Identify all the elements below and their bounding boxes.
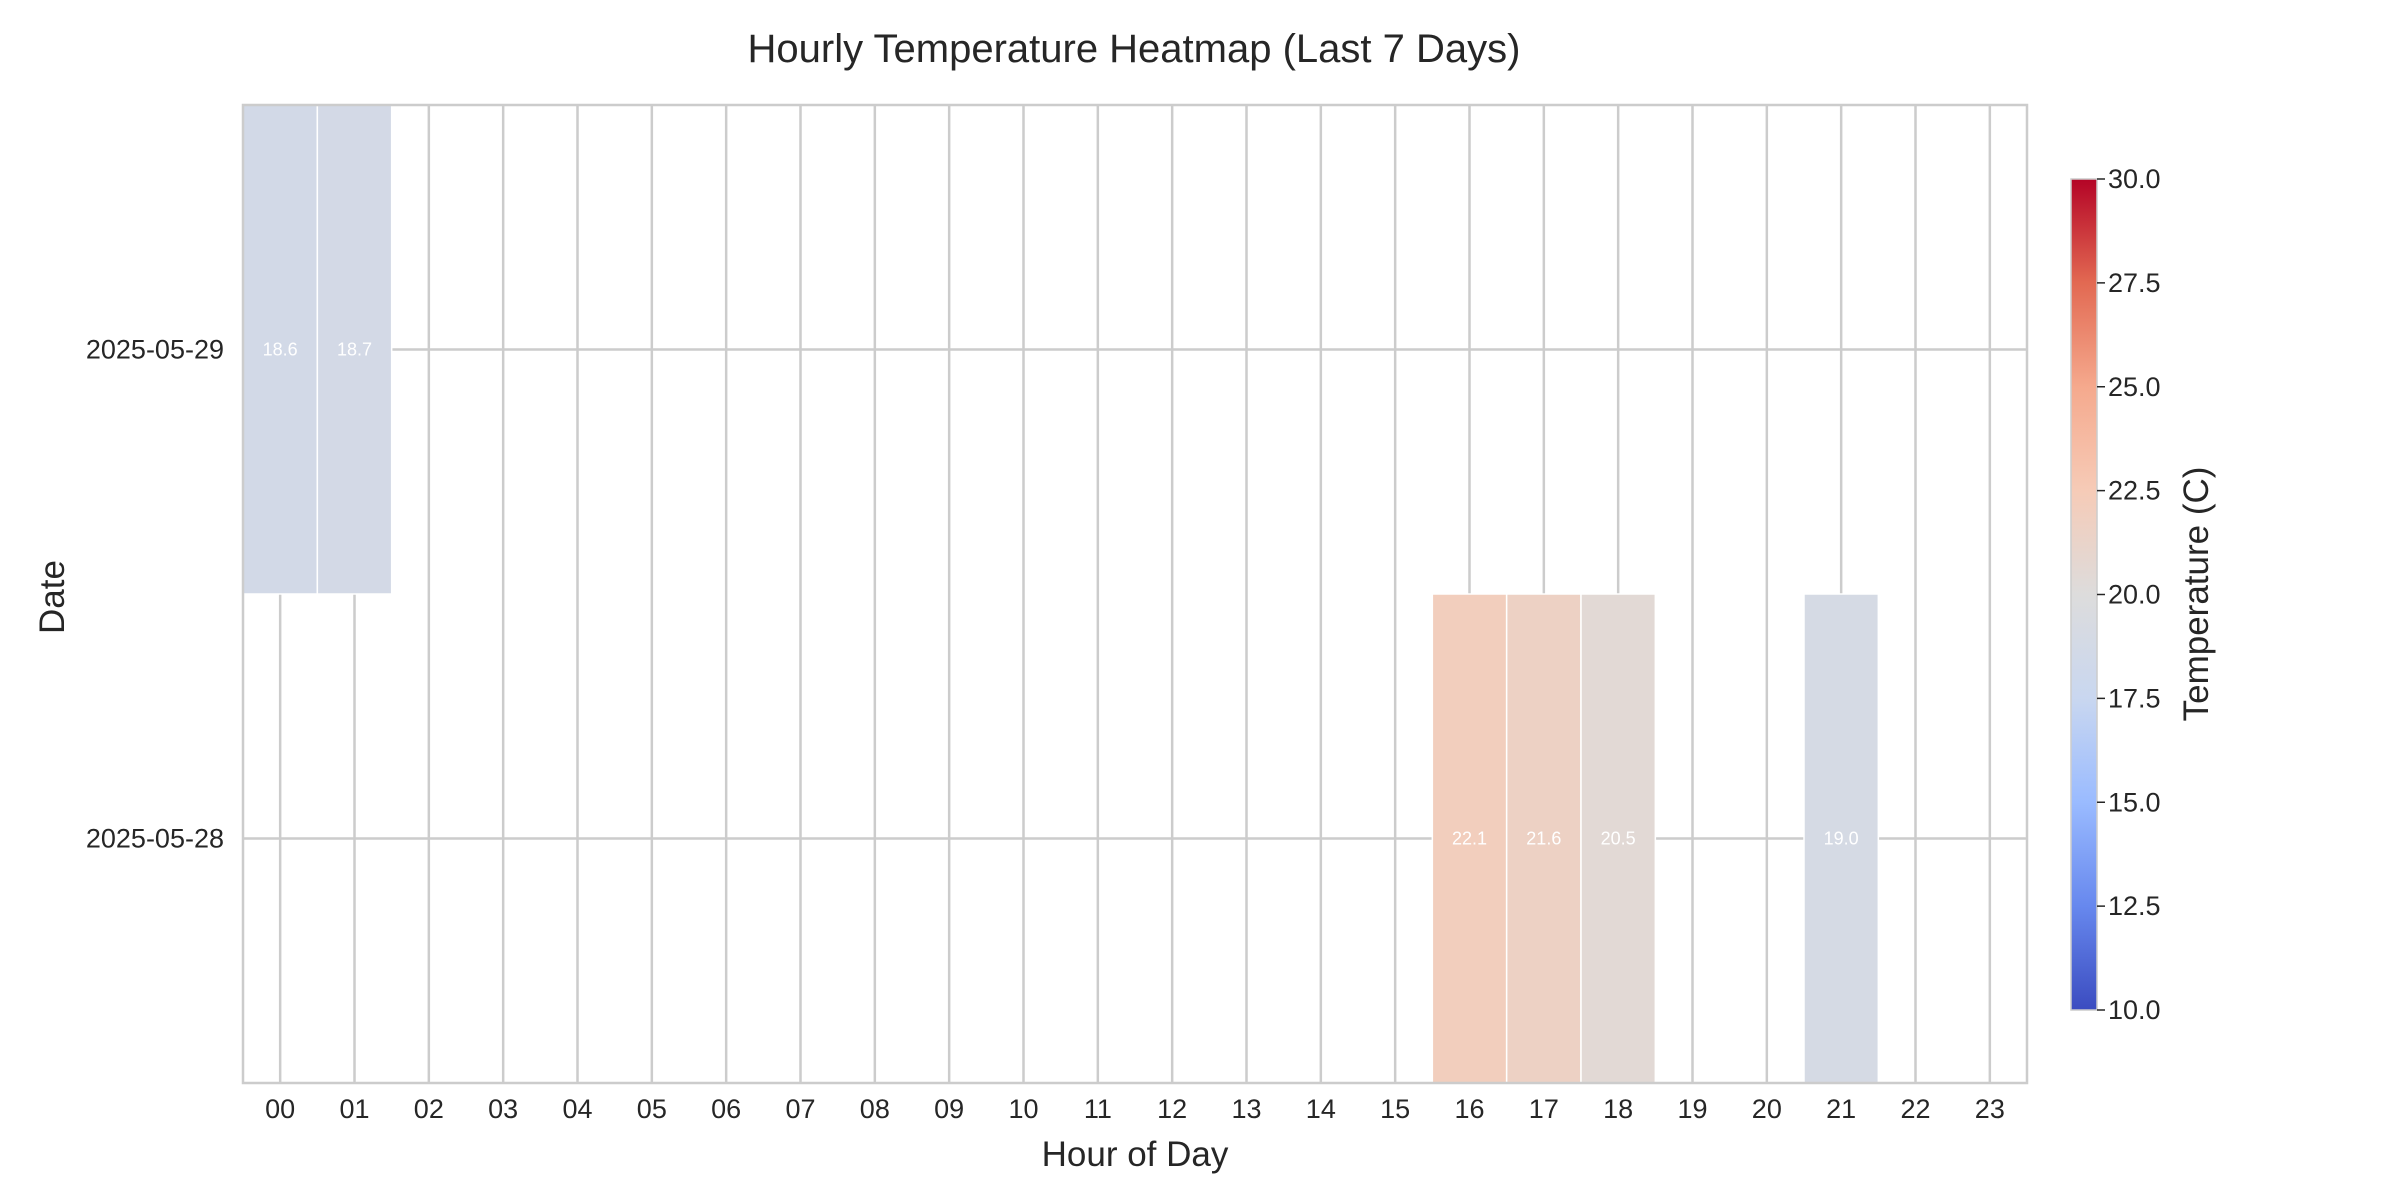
- x-tick-label: 18: [1603, 1094, 1633, 1124]
- cell-value-label: 19.0: [1824, 829, 1859, 849]
- x-tick-label: 12: [1157, 1094, 1187, 1124]
- colorbar-tick-label: 30.0: [2108, 164, 2161, 194]
- heatmap-cells: 18.6 18.7 22.1 21.6 20.5 19.0: [242, 104, 1880, 1084]
- x-tick-label: 00: [265, 1094, 295, 1124]
- x-tick-label: 20: [1752, 1094, 1782, 1124]
- x-tick-label: 17: [1529, 1094, 1559, 1124]
- x-tick-label: 21: [1826, 1094, 1856, 1124]
- y-tick-label: 2025-05-29: [86, 335, 224, 365]
- x-tick-label: 08: [860, 1094, 890, 1124]
- x-tick-label: 09: [934, 1094, 964, 1124]
- x-tick-label: 01: [339, 1094, 369, 1124]
- cell-value-label: 18.7: [337, 340, 372, 360]
- colorbar-tick-label: 10.0: [2108, 995, 2161, 1025]
- y-tick-labels: 2025-05-29 2025-05-28: [86, 335, 224, 854]
- x-tick-label: 19: [1677, 1094, 1707, 1124]
- y-axis-label: Date: [33, 560, 72, 634]
- x-tick-label: 16: [1454, 1094, 1484, 1124]
- colorbar: 10.0 12.5 15.0 17.5 20.0 22.5 25.0 27.5 30.0 Tem…: [2070, 164, 2216, 1025]
- x-axis-label: Hour of Day: [1042, 1135, 1229, 1174]
- plot-frame: [241, 103, 2029, 1085]
- heatmap-cell: [316, 104, 393, 595]
- cell-value-label: 20.5: [1601, 829, 1636, 849]
- cell-value-label: 22.1: [1452, 829, 1487, 849]
- colorbar-tick-label: 20.0: [2108, 580, 2161, 610]
- heatmap-cell: [1505, 593, 1582, 1084]
- colorbar-tick-label: 15.0: [2108, 787, 2161, 817]
- heatmap-cell: [242, 104, 319, 595]
- colorbar-tick-label: 17.5: [2108, 683, 2161, 713]
- cell-value-label: 21.6: [1526, 829, 1561, 849]
- y-tick-label: 2025-05-28: [86, 824, 224, 854]
- colorbar-tick-label: 25.0: [2108, 372, 2161, 402]
- colorbar-tick-label: 22.5: [2108, 476, 2161, 506]
- colorbar-tick-label: 12.5: [2108, 891, 2161, 921]
- x-tick-label: 03: [488, 1094, 518, 1124]
- cell-value-label: 18.6: [263, 340, 298, 360]
- colorbar-gradient: [2070, 178, 2098, 1011]
- x-tick-label: 22: [1900, 1094, 1930, 1124]
- x-tick-label: 10: [1008, 1094, 1038, 1124]
- x-tick-label: 11: [1084, 1094, 1112, 1124]
- heatmap-cell: [1803, 593, 1880, 1084]
- grid-lines: [243, 105, 2027, 1083]
- colorbar-label: Temperature (C): [2177, 467, 2216, 722]
- colorbar-tick-label: 27.5: [2108, 268, 2161, 298]
- x-tick-label: 14: [1306, 1094, 1336, 1124]
- x-tick-labels: 00 01 02 03 04 05 06 07 08 09 10 11 12 13 14 15 16 17 18 19…: [265, 1094, 2005, 1124]
- chart-title: Hourly Temperature Heatmap (Last 7 Days): [748, 27, 1521, 71]
- x-tick-label: 23: [1975, 1094, 2005, 1124]
- x-tick-label: 07: [785, 1094, 815, 1124]
- x-tick-label: 06: [711, 1094, 741, 1124]
- colorbar-ticks: 10.0 12.5 15.0 17.5 20.0 22.5 25.0 27.5 30.0: [2097, 164, 2161, 1025]
- x-tick-label: 13: [1231, 1094, 1261, 1124]
- x-tick-label: 04: [562, 1094, 592, 1124]
- x-tick-label: 15: [1380, 1094, 1410, 1124]
- x-tick-label: 02: [414, 1094, 444, 1124]
- x-tick-label: 05: [637, 1094, 667, 1124]
- heatmap-cell: [1580, 593, 1657, 1084]
